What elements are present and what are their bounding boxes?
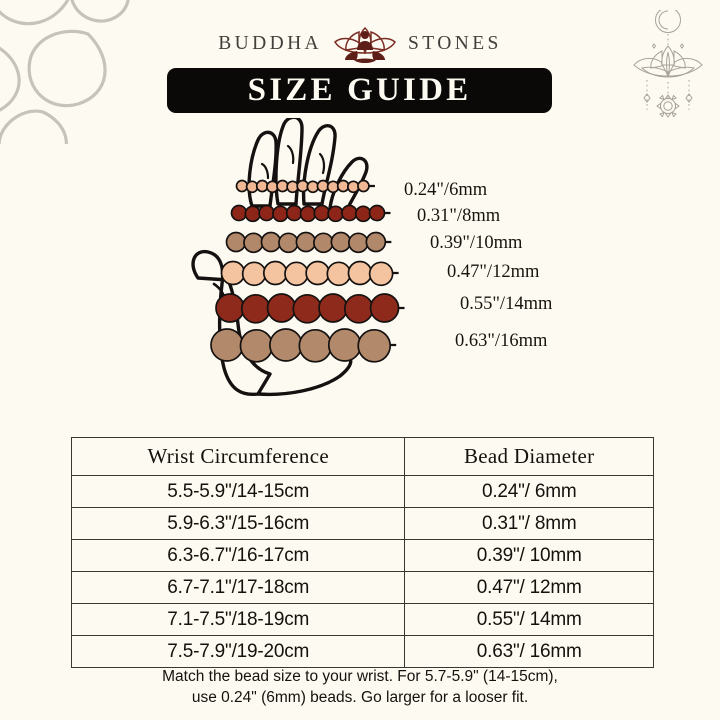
bead [299, 205, 317, 223]
cell-bead-diameter: 0.39"/ 10mm [404, 539, 654, 572]
bead [230, 204, 248, 222]
bead [295, 231, 317, 253]
cell-wrist-circumference: 5.5-5.9"/14-15cm [70, 475, 406, 508]
footer-line-1: Match the bead size to your wrist. For 5… [162, 668, 558, 685]
bead [278, 232, 299, 254]
bead [368, 261, 394, 287]
bead [368, 204, 386, 222]
bead [326, 261, 352, 287]
table-row: 7.1-7.5"/18-19cm 0.55"/ 14mm [70, 603, 654, 636]
column-header-bead: Bead Diameter [404, 437, 654, 476]
bead [215, 293, 245, 323]
bead [292, 293, 323, 324]
bead-size-label: 0.63"/16mm [455, 331, 548, 351]
bead-size-label: 0.55"/14mm [460, 294, 553, 314]
bracelet-illustration: 0.24"/6mm 0.31"/8mm 0.39"/10mm 0.47"/12mm 0.… [0, 118, 720, 418]
bead-size-label: 0.24"/6mm [404, 180, 488, 200]
bead-size-label: 0.39"/10mm [430, 233, 523, 253]
cell-wrist-circumference: 5.9-6.3"/15-16cm [70, 507, 406, 540]
bead [243, 232, 264, 254]
bead [272, 205, 289, 223]
table-row: 5.5-5.9"/14-15cm 0.24"/ 6mm [70, 475, 654, 508]
bead [262, 260, 288, 286]
table-row: 7.5-7.9"/19-20cm 0.63"/ 16mm [70, 635, 654, 668]
bead [343, 293, 374, 324]
bead [298, 328, 333, 363]
cell-bead-diameter: 0.55"/ 14mm [404, 603, 654, 636]
lotus-meditation-logo [334, 26, 397, 63]
bead [260, 231, 282, 253]
page-title: SIZE GUIDE [247, 72, 472, 108]
brand-word-right: STONES [408, 33, 502, 54]
bead [327, 328, 362, 362]
cell-wrist-circumference: 6.7-7.1"/17-18cm [70, 571, 406, 604]
bead-size-label: 0.47"/12mm [447, 262, 540, 282]
cell-wrist-circumference: 6.3-6.7"/16-17cm [70, 539, 406, 572]
bead-row [230, 204, 391, 223]
cell-bead-diameter: 0.31"/ 8mm [404, 507, 654, 540]
table-row: 6.3-6.7"/16-17cm 0.39"/ 10mm [70, 539, 654, 572]
bead [244, 205, 262, 223]
bead-size-label: 0.31"/8mm [417, 206, 501, 226]
bead [341, 204, 358, 222]
bead [210, 328, 244, 362]
bead [305, 260, 330, 286]
bead [285, 204, 303, 222]
bead [357, 179, 370, 193]
footer-note: Match the bead size to your wrist. For 5… [0, 666, 720, 709]
table-row: 6.7-7.1"/17-18cm 0.47"/ 12mm [70, 571, 654, 604]
bead [269, 328, 303, 362]
cell-bead-diameter: 0.24"/ 6mm [404, 475, 654, 508]
cell-wrist-circumference: 7.1-7.5"/18-19cm [70, 603, 406, 636]
bead [330, 231, 352, 253]
cell-bead-diameter: 0.63"/ 16mm [404, 635, 654, 668]
bead [266, 293, 297, 323]
bead [258, 204, 275, 222]
bead [357, 328, 392, 363]
bead [313, 204, 331, 222]
bead [365, 231, 387, 253]
bead [347, 260, 373, 286]
bead-row [215, 293, 405, 324]
bead-rows [210, 179, 405, 363]
bead [369, 293, 400, 323]
brand-word-left: BUDDHA [218, 33, 323, 54]
table-row: 5.9-6.3"/15-16cm 0.31"/ 8mm [70, 507, 654, 540]
bead [284, 261, 309, 287]
bead [225, 231, 247, 253]
bead [327, 205, 344, 223]
bead [318, 293, 348, 323]
size-table: Wrist Circumference Bead Diameter 5.5-5.… [70, 437, 654, 668]
bead [354, 205, 372, 223]
bead [239, 328, 274, 363]
bead [241, 261, 267, 287]
page-title-banner: SIZE GUIDE [167, 68, 552, 113]
table-header-row: Wrist Circumference Bead Diameter [70, 437, 654, 476]
bead-row [220, 260, 399, 287]
bead-row [235, 179, 375, 194]
footer-line-2: use 0.24" (6mm) beads. Go larger for a l… [191, 689, 529, 707]
bead [348, 232, 369, 254]
bead [313, 232, 334, 254]
open-hand-with-bracelets [191, 118, 405, 397]
bead-row [225, 231, 392, 254]
bead [240, 293, 271, 324]
cell-wrist-circumference: 7.5-7.9"/19-20cm [70, 635, 406, 668]
bead [220, 260, 246, 286]
cell-bead-diameter: 0.47"/ 12mm [404, 571, 654, 604]
brand-header: BUDDHA STONES [0, 22, 720, 66]
column-header-wrist: Wrist Circumference [70, 437, 406, 476]
bead-row [210, 328, 397, 363]
